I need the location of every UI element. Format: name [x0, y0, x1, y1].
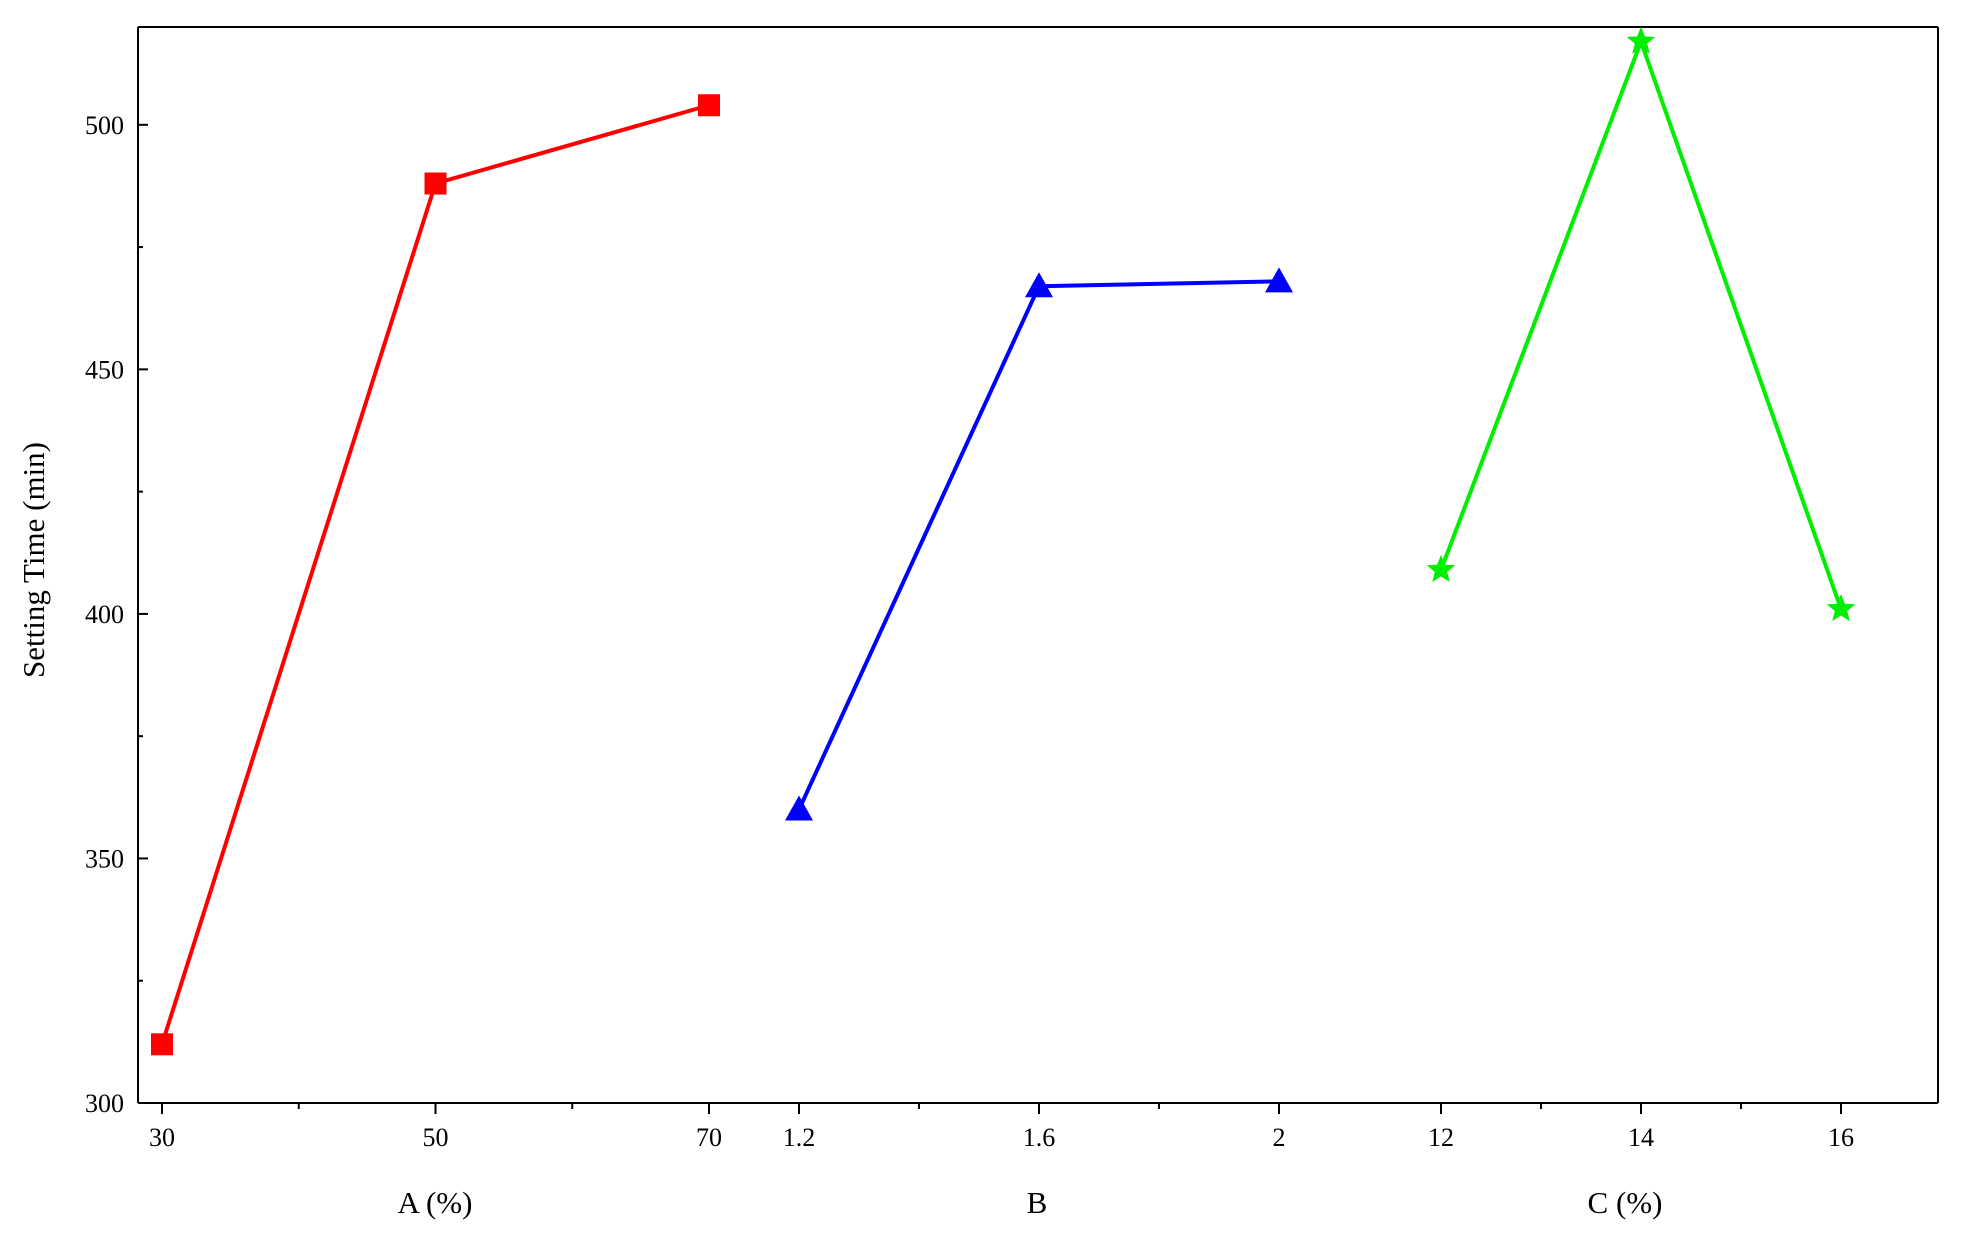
y-tick-label: 500 [85, 111, 124, 140]
x-tick-label: 16 [1828, 1123, 1854, 1152]
square-marker [151, 1033, 173, 1056]
plot-frame [137, 26, 1939, 1103]
triangle-marker [1265, 267, 1293, 293]
series-C (%) [1426, 26, 1856, 622]
x-axis-label: A (%) [398, 1185, 473, 1220]
y-tick-label: 450 [85, 355, 124, 384]
series-B [785, 267, 1293, 821]
x-axis-2: 1.2 1.6 2 B [782, 1102, 1338, 1220]
star-marker [1426, 554, 1456, 583]
x-axis-1: 30 50 70 A (%) [138, 1102, 782, 1220]
y-tick-label: 350 [85, 844, 124, 873]
x-tick-label: 12 [1428, 1123, 1454, 1152]
x-axis-label: C (%) [1588, 1185, 1663, 1220]
x-tick-label: 2 [1273, 1123, 1286, 1152]
x-axes: 30 50 70 A (%) 1.2 1.6 2 B 12 14 16 C (%) [138, 1102, 1938, 1220]
x-tick-label: 30 [149, 1123, 175, 1152]
square-marker [698, 94, 720, 117]
x-axis-label: B [1027, 1185, 1048, 1220]
data-series [151, 26, 1856, 1056]
star-marker [1626, 26, 1656, 54]
triangle-marker [1025, 272, 1053, 298]
x-tick-label: 70 [696, 1123, 722, 1152]
square-marker [424, 172, 447, 195]
series-A (%) [151, 94, 720, 1056]
y-axis-label: Setting Time (min) [16, 442, 51, 678]
x-tick-label: 14 [1628, 1123, 1654, 1152]
y-tick-label: 400 [85, 600, 124, 629]
star-marker [1826, 594, 1856, 622]
x-tick-label: 1.2 [783, 1123, 816, 1152]
x-tick-label: 50 [423, 1123, 449, 1152]
y-axis: 300 350 400 450 500 [85, 111, 148, 1118]
triangle-marker [785, 795, 813, 821]
x-tick-label: 1.6 [1023, 1123, 1056, 1152]
y-tick-label: 300 [85, 1089, 124, 1118]
x-axis-3: 12 14 16 C (%) [1338, 1102, 1938, 1220]
